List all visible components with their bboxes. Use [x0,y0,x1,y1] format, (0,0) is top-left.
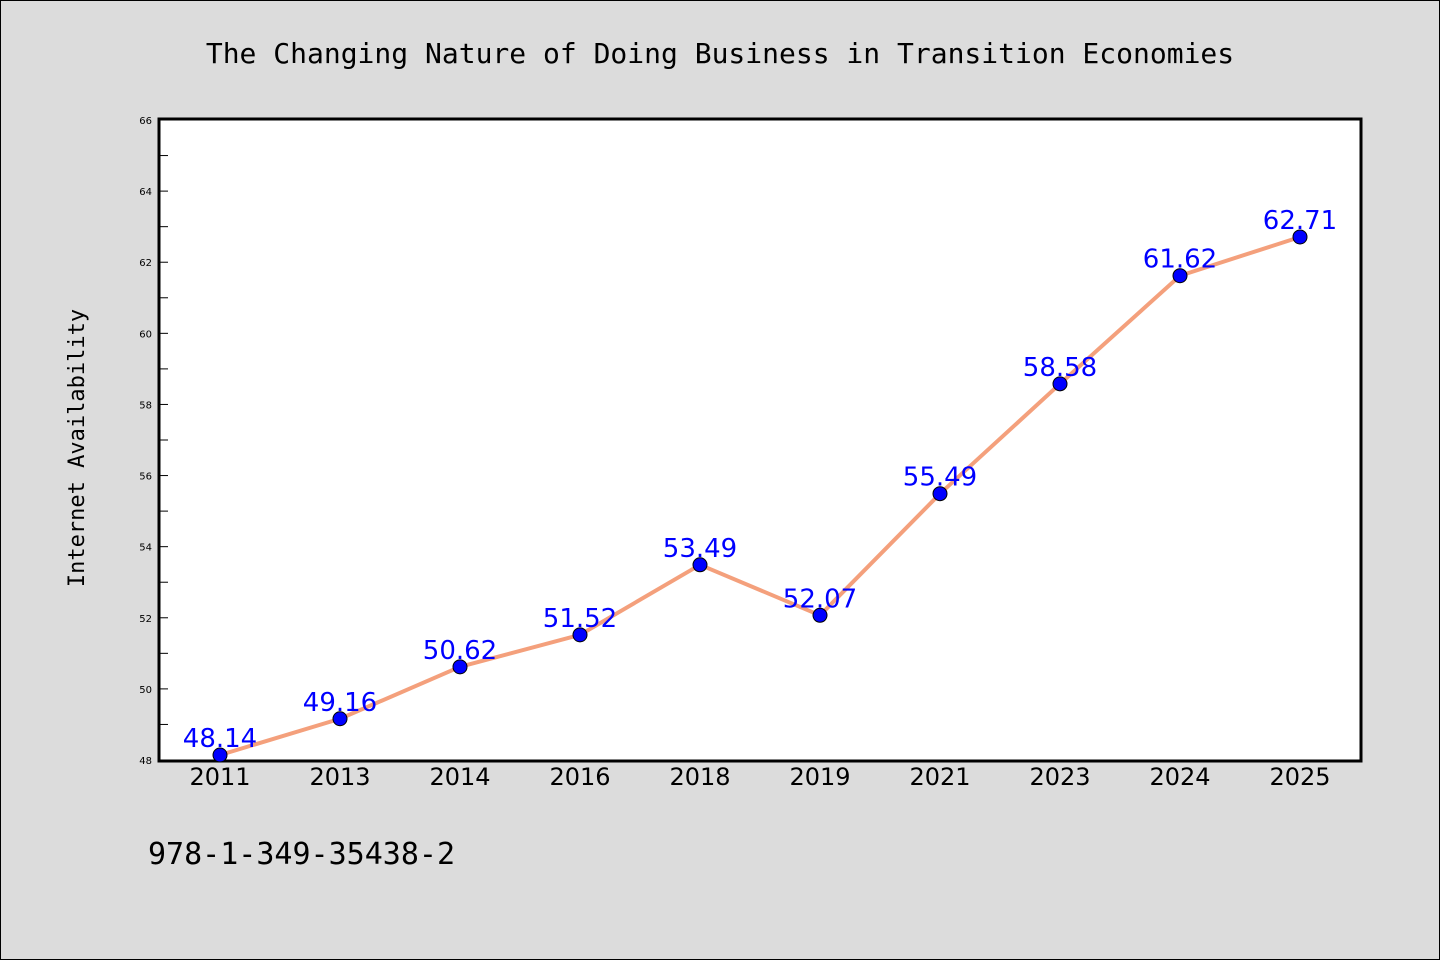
isbn-footer: 978-1-349-35438-2 [148,837,455,872]
data-point [572,627,588,643]
data-label: 58.58 [1023,353,1097,383]
x-axis-ticks: 2011 2013 2014 2016 2018 2019 2021 2023 2024 2025 [189,763,1330,791]
y-tick-label: 66 [139,116,152,127]
series-line [219,235,1301,757]
y-tick-label: 54 [139,543,152,554]
data-label: 49.16 [303,688,377,718]
data-label: 61.62 [1143,245,1217,275]
data-point [1172,268,1188,284]
plot-area [157,117,1363,763]
x-tick-label: 2021 [909,763,970,791]
data-label: 51.52 [543,604,617,634]
y-axis-ticks: 48 50 52 54 56 58 60 62 64 66 [139,116,168,767]
y-tick-label: 64 [139,187,152,198]
x-tick-label: 2013 [309,763,370,791]
y-tick-label: 60 [139,329,152,340]
x-tick-label: 2018 [669,763,730,791]
data-point [452,659,468,675]
x-tick-label: 2023 [1029,763,1090,791]
data-label: 53.49 [663,534,737,564]
data-labels: 48.14 49.16 50.62 51.52 53.49 52.07 55.49 58.58… [183,206,1337,754]
chart-title: The Changing Nature of Doing Business in… [206,37,1234,70]
x-tick-label: 2019 [789,763,850,791]
data-label: 55.49 [903,463,977,493]
data-point [692,557,708,573]
y-axis-label: Internet Availability [65,309,90,587]
data-markers [212,229,1308,763]
data-label: 52.07 [783,584,857,614]
data-label: 48.14 [183,724,257,754]
data-point [332,711,348,727]
y-tick-label: 52 [139,614,152,625]
x-tick-label: 2024 [1149,763,1210,791]
y-tick-label: 50 [139,685,152,696]
y-tick-label: 48 [139,756,152,767]
y-tick-label: 58 [139,400,152,411]
x-tick-label: 2016 [549,763,610,791]
x-tick-label: 2025 [1269,763,1330,791]
y-tick-label: 56 [139,472,152,483]
data-label: 62.71 [1263,206,1337,236]
data-point [812,607,828,623]
data-point [1292,229,1308,245]
data-label: 50.62 [423,636,497,666]
x-tick-label: 2014 [429,763,490,791]
y-tick-label: 62 [139,258,152,269]
data-point [1052,376,1068,392]
data-point [212,747,228,763]
data-point [932,486,948,502]
x-tick-label: 2011 [189,763,250,791]
